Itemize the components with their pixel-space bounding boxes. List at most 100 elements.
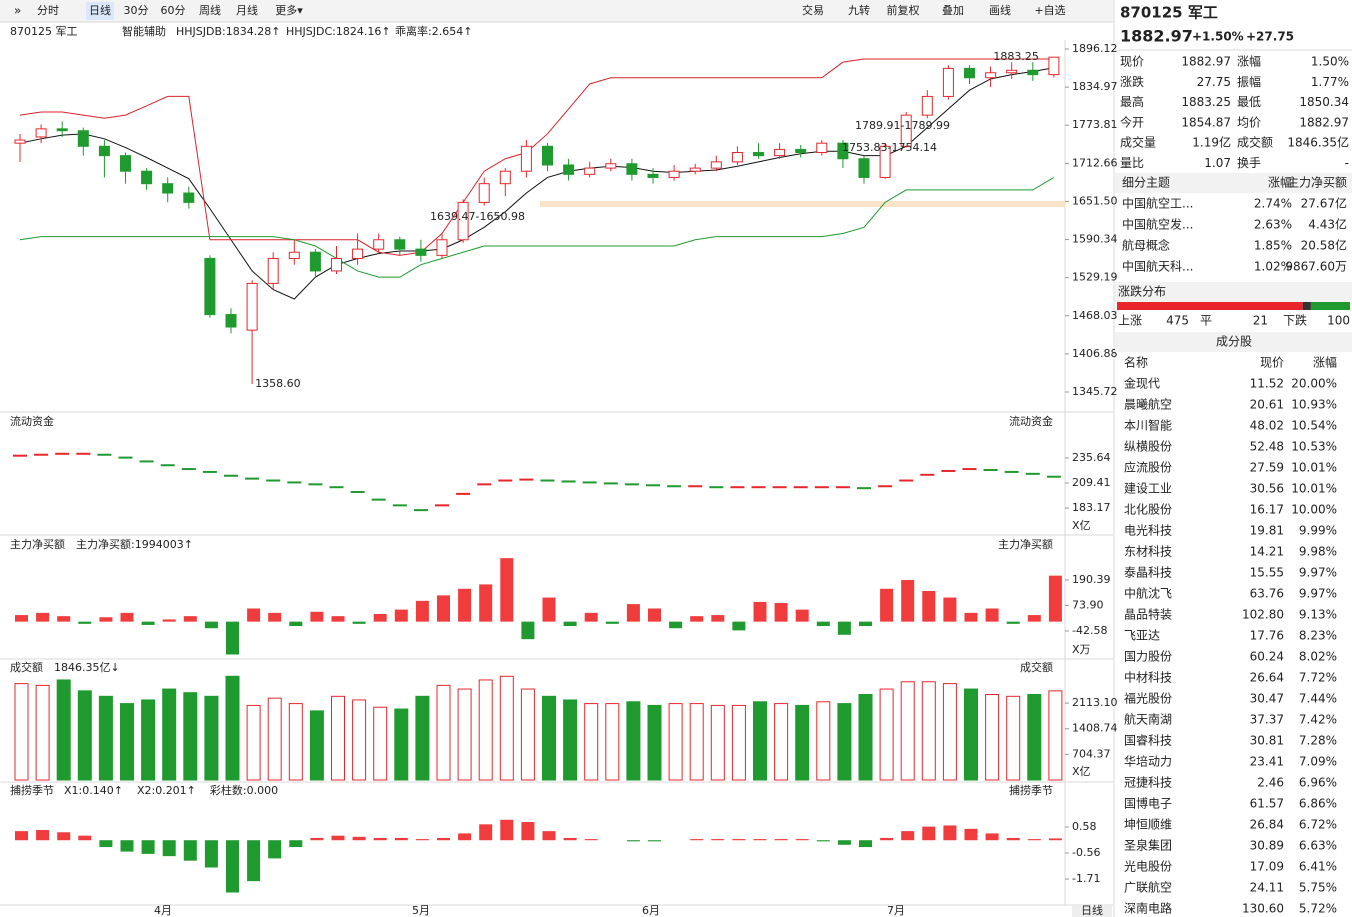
- constituent-cell[interactable]: 泰晶科技: [1124, 566, 1172, 580]
- constituent-cell[interactable]: 本川智能: [1124, 418, 1172, 433]
- y-tick-label: 1834.97: [1072, 80, 1118, 93]
- constituent-cell[interactable]: 国睿科技: [1124, 733, 1172, 748]
- bar: [141, 840, 155, 854]
- volume-bar: [879, 688, 894, 781]
- toolbar-tab[interactable]: 分时: [37, 4, 59, 17]
- constituent-cell[interactable]: 国博电子: [1124, 796, 1172, 811]
- candle-body: [309, 251, 321, 272]
- constituent-cell[interactable]: 金现代: [1124, 376, 1160, 391]
- bar: [626, 840, 640, 842]
- quote-value: 1.77%: [1311, 75, 1349, 89]
- constituent-cell: 9.97%: [1299, 587, 1337, 601]
- candle-body: [1027, 69, 1039, 76]
- bar: [816, 840, 830, 842]
- candle-body: [204, 257, 216, 316]
- quote-label: 涨跌: [1120, 74, 1144, 89]
- theme-cell[interactable]: 中国航天科...: [1122, 259, 1193, 274]
- indicator-value: 乖离率:2.654↑: [395, 24, 472, 38]
- bar: [964, 612, 978, 622]
- toolbar-tab[interactable]: 更多▾: [275, 3, 303, 17]
- constituent-cell: 9.13%: [1299, 608, 1337, 622]
- toolbar-button[interactable]: 九转: [848, 3, 870, 17]
- constituent-cell[interactable]: 中材科技: [1124, 670, 1172, 685]
- bar: [331, 616, 345, 622]
- toolbar-tab[interactable]: 月线: [236, 3, 258, 17]
- price-line: [19, 67, 1054, 300]
- section-bg: [1115, 332, 1352, 352]
- constituent-cell[interactable]: 圣泉集团: [1124, 838, 1172, 853]
- volume-bar: [373, 706, 388, 781]
- constituent-cell[interactable]: 深南电路: [1124, 901, 1172, 916]
- unit-label: X亿: [1072, 765, 1091, 778]
- bar: [626, 604, 640, 622]
- constituent-cell[interactable]: 东材科技: [1124, 545, 1172, 559]
- constituent-cell[interactable]: 华培动力: [1124, 754, 1172, 769]
- constituent-cell[interactable]: 国力股份: [1124, 650, 1172, 664]
- bar: [226, 621, 239, 655]
- constituent-cell[interactable]: 应流股份: [1124, 460, 1172, 475]
- volume-bar: [309, 710, 324, 781]
- constituent-cell[interactable]: 光电股份: [1124, 860, 1172, 874]
- constituent-cell: 10.00%: [1291, 503, 1337, 517]
- quote-value: 1883.25: [1181, 95, 1231, 109]
- constituent-cell[interactable]: 北化股份: [1124, 503, 1172, 517]
- constituent-cell[interactable]: 广联航空: [1124, 880, 1172, 895]
- toolbar-tab[interactable]: 周线: [199, 3, 221, 17]
- toolbar-button[interactable]: 画线: [989, 3, 1011, 17]
- toolbar-button[interactable]: +自选: [1034, 4, 1065, 17]
- bar: [268, 840, 282, 859]
- toolbar-button[interactable]: 交易: [802, 3, 824, 17]
- toolbar-button[interactable]: 前复权: [887, 3, 920, 17]
- bar: [521, 621, 535, 640]
- bar: [690, 616, 704, 622]
- toolbar-tab[interactable]: 日线: [89, 3, 111, 17]
- constituent-cell[interactable]: 坤恒顺维: [1124, 817, 1172, 832]
- bar: [204, 621, 218, 629]
- bar: [141, 621, 155, 625]
- bar: [943, 825, 957, 841]
- price-annotation: 1789.91-1789.99: [855, 119, 950, 132]
- section-bg: [1115, 282, 1352, 302]
- volume-bar: [921, 681, 936, 781]
- bar: [36, 830, 50, 841]
- theme-cell[interactable]: 航母概念: [1122, 238, 1170, 253]
- volume-bar: [77, 690, 92, 781]
- bar: [331, 835, 345, 841]
- constituent-cell[interactable]: 福光股份: [1124, 691, 1172, 706]
- constituent-cell: 60.24: [1250, 650, 1284, 664]
- constituent-cell: 7.28%: [1299, 734, 1337, 748]
- toolbar-tab[interactable]: 30分: [124, 4, 149, 17]
- constituent-cell[interactable]: 建设工业: [1124, 482, 1172, 496]
- bar: [816, 621, 830, 627]
- period-label[interactable]: 日线: [1081, 903, 1103, 917]
- constituent-cell[interactable]: 中航沈飞: [1124, 586, 1172, 601]
- constituent-cell[interactable]: 电光科技: [1124, 524, 1172, 538]
- x-month-label: 6月: [642, 904, 660, 917]
- constituent-cell[interactable]: 航天南湖: [1124, 712, 1172, 727]
- quote-value: 1.07: [1204, 156, 1231, 170]
- toolbar-button[interactable]: 叠加: [942, 4, 964, 17]
- bar: [859, 621, 872, 627]
- constituent-cell[interactable]: 冠捷科技: [1124, 776, 1172, 790]
- distribution-value: 475: [1166, 314, 1189, 328]
- constituent-cell: 24.11: [1250, 881, 1284, 895]
- y-tick-label: 190.39: [1072, 573, 1111, 586]
- theme-cell[interactable]: 中国航空工...: [1122, 196, 1193, 211]
- candle-body: [120, 155, 131, 172]
- quote-value: 27.75: [1197, 75, 1231, 89]
- constituent-cell[interactable]: 纵横股份: [1124, 440, 1172, 454]
- bar: [204, 840, 218, 868]
- collapse-icon[interactable]: »: [14, 4, 21, 18]
- y-tick-label: 235.64: [1072, 451, 1111, 464]
- bar: [1048, 575, 1062, 622]
- constituent-cell: 17.09: [1250, 860, 1284, 874]
- constituent-cell[interactable]: 晶品特装: [1124, 607, 1172, 622]
- constituent-cell[interactable]: 飞亚达: [1124, 629, 1160, 643]
- toolbar-tab[interactable]: 60分: [161, 4, 186, 17]
- assist-toggle[interactable]: 智能辅助: [122, 24, 166, 38]
- table-header: 涨幅: [1268, 175, 1292, 190]
- theme-cell[interactable]: 中国航空发...: [1122, 217, 1193, 232]
- constituent-cell[interactable]: 晨曦航空: [1124, 397, 1172, 412]
- candle-body: [879, 145, 891, 178]
